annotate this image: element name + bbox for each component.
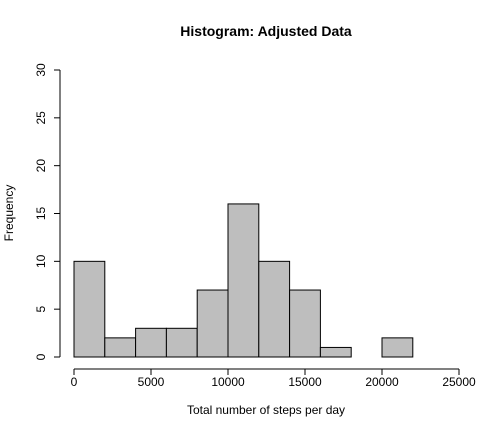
x-tick-label: 5000	[138, 375, 165, 389]
x-tick-label: 25000	[442, 375, 476, 389]
x-tick-label: 20000	[365, 375, 399, 389]
y-tick-label: 10	[34, 254, 48, 268]
x-tick-label: 15000	[288, 375, 322, 389]
x-tick-label: 10000	[211, 375, 245, 389]
y-tick-label: 25	[34, 111, 48, 125]
histogram-bar	[165, 327, 198, 358]
y-axis-label: Frequency	[2, 185, 16, 242]
histogram-bar	[196, 289, 229, 358]
histogram-bar	[258, 260, 291, 358]
y-axis: 0 5 10 15 20 25 30	[34, 63, 61, 360]
histogram-bar	[73, 260, 106, 358]
x-axis-label: Total number of steps per day	[187, 403, 345, 417]
histogram-bar	[227, 203, 260, 358]
histogram-bar	[319, 346, 352, 358]
histogram-bar	[289, 289, 321, 358]
histogram-bar	[135, 327, 167, 358]
x-axis: 0 5000 10000 15000 20000 25000	[71, 368, 476, 389]
chart-title: Histogram: Adjusted Data	[180, 23, 352, 39]
y-tick-label: 5	[34, 306, 48, 313]
x-tick-label: 0	[71, 375, 78, 389]
y-tick-label: 0	[34, 353, 48, 360]
histogram-bar	[381, 337, 414, 358]
histogram-bar	[104, 337, 137, 358]
y-tick-label: 15	[34, 207, 48, 221]
bars-group	[73, 203, 414, 358]
y-tick-label: 30	[34, 63, 48, 77]
y-tick-label: 20	[34, 159, 48, 173]
